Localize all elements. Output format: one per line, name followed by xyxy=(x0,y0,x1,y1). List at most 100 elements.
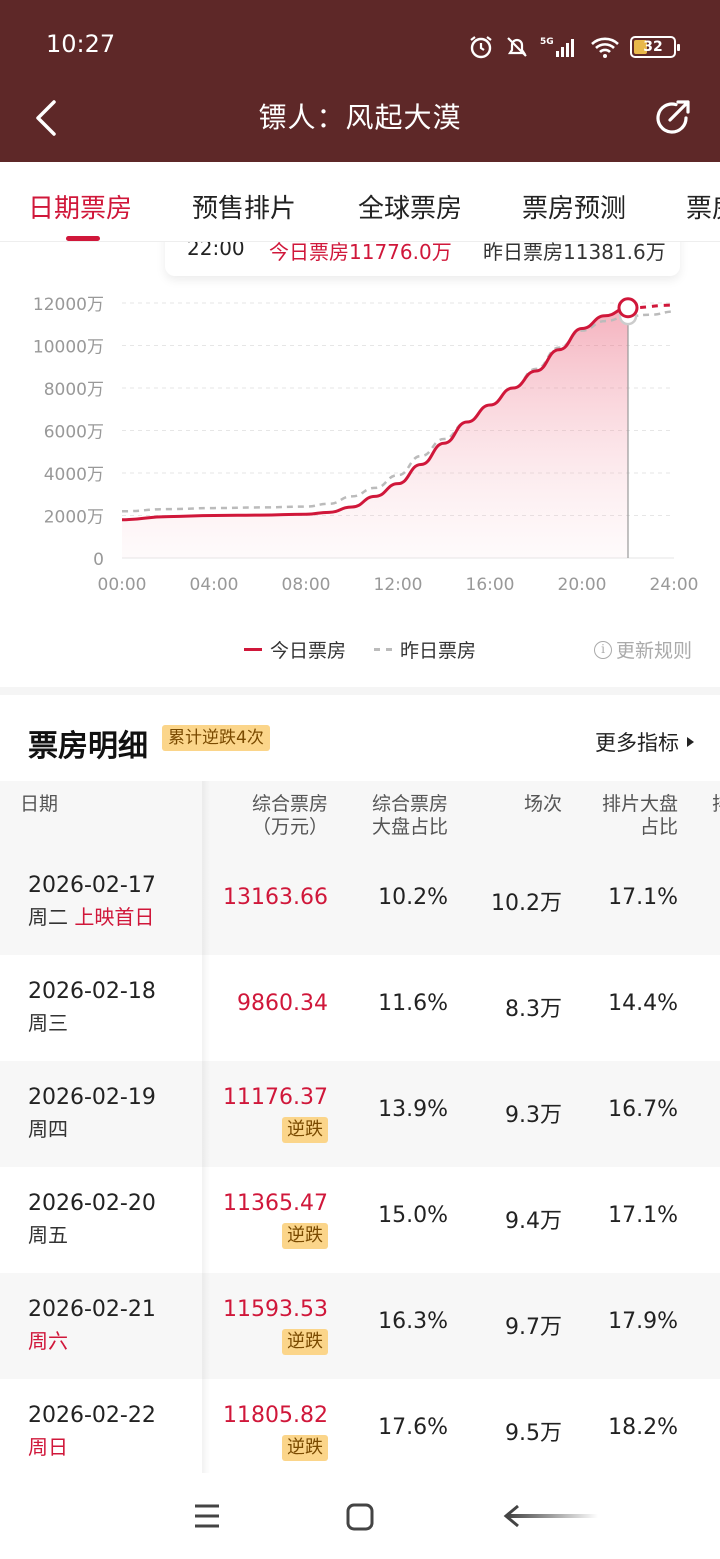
active-tab-indicator xyxy=(66,236,100,241)
share-button[interactable] xyxy=(650,96,694,140)
row-gross: 13163.66 xyxy=(223,885,328,910)
row-schedule: 17.1% xyxy=(608,885,678,910)
row-date: 2026-02-17 xyxy=(28,873,156,898)
info-icon: i xyxy=(593,640,612,659)
x-tick-label: 04:00 xyxy=(190,575,239,595)
tab-daily-box-office[interactable]: 日期票房 xyxy=(28,194,133,224)
tab-bar: 日期票房 预售排片 全球票房 票房预测 票房 xyxy=(0,162,720,242)
y-tick-label: 4000万 xyxy=(44,465,104,485)
tab-box-office-forecast[interactable]: 票房预测 xyxy=(522,194,627,224)
col-schedule[interactable]: 排片大盘 占比 xyxy=(601,793,678,838)
row-gross: 11805.82 xyxy=(223,1403,328,1428)
reverse-drop-tag: 逆跌 xyxy=(282,1329,328,1355)
series-line-today xyxy=(121,306,629,522)
row-date: 2026-02-21 xyxy=(28,1297,156,1322)
legend-solid-swatch xyxy=(244,648,262,651)
table-row[interactable]: 2026-02-17 周二 上映首日 13163.66 10.2% 10.2万 17.1% xyxy=(0,849,720,955)
mute-bell-icon xyxy=(507,37,527,57)
x-tick-label: 00:00 xyxy=(98,575,147,595)
row-share: 11.6% xyxy=(378,991,448,1016)
table-row[interactable]: 2026-02-22 周日 11805.82 逆跌 17.6% 9.5万 18.2% xyxy=(0,1379,720,1485)
col-shows[interactable]: 场次 xyxy=(523,793,562,815)
tab-presale-schedule[interactable]: 预售排片 xyxy=(192,194,297,224)
row-share: 17.6% xyxy=(378,1415,448,1440)
table-row[interactable]: 2026-02-19 周四 11176.37 逆跌 13.9% 9.3万 16.7% xyxy=(0,1061,720,1167)
line-chart[interactable]: 0 2000万 4000万 6000万 8000万 10000万 12000万 00:00 04… xyxy=(0,242,720,622)
more-metrics-button[interactable]: 更多指标 xyxy=(595,727,694,757)
page-title: 镖人：风起大漠 xyxy=(258,101,462,134)
row-gross: 11593.53 xyxy=(223,1297,328,1322)
table-row[interactable]: 2026-02-21 周六 11593.53 逆跌 16.3% 9.7万 17.9% xyxy=(0,1273,720,1379)
row-gross: 9860.34 xyxy=(237,991,328,1016)
x-tick-label: 24:00 xyxy=(650,575,699,595)
update-rules-link[interactable]: i 更新规则 xyxy=(593,636,692,663)
row-gross: 11365.47 xyxy=(223,1191,328,1216)
row-share: 16.3% xyxy=(378,1309,448,1334)
box-office-chart: 0 2000万 4000万 6000万 8000万 10000万 12000万 00:00 04… xyxy=(0,242,720,687)
section-divider xyxy=(0,687,720,695)
row-weekday: 周六 xyxy=(28,1329,68,1353)
row-schedule: 17.1% xyxy=(608,1203,678,1228)
row-weekday: 周日 xyxy=(28,1435,68,1459)
row-weekday: 周二 上映首日 xyxy=(28,905,155,929)
y-tick-label: 10000万 xyxy=(33,338,104,358)
release-day-note: 上映首日 xyxy=(74,905,155,929)
legend-yesterday[interactable]: 昨日票房 xyxy=(374,636,476,663)
row-date: 2026-02-22 xyxy=(28,1403,156,1428)
table-row[interactable]: 2026-02-18 周三 9860.34 11.6% 8.3万 14.4% xyxy=(0,955,720,1061)
detail-section-header: 票房明细 累计逆跌4次 更多指标 xyxy=(0,695,720,781)
legend-dash-swatch xyxy=(374,648,393,651)
tab-global-box-office[interactable]: 全球票房 xyxy=(358,194,463,224)
row-share: 13.9% xyxy=(378,1097,448,1122)
col-date[interactable]: 日期 xyxy=(20,793,59,815)
chart-tooltip: 22:00 今日票房11776.0万 昨日票房11381.6万 xyxy=(165,242,680,276)
table-row[interactable]: 2026-02-20 周五 11365.47 逆跌 15.0% 9.4万 17.1% xyxy=(0,1167,720,1273)
row-shows: 8.3万 xyxy=(505,997,562,1022)
battery-icon: 32 xyxy=(630,36,680,58)
legend-today[interactable]: 今日票房 xyxy=(244,636,346,663)
x-tick-label: 20:00 xyxy=(558,575,607,595)
triangle-right-icon xyxy=(687,737,694,747)
table-body: 2026-02-17 周二 上映首日 13163.66 10.2% 10.2万 17.1%… xyxy=(0,849,720,1485)
menu-icon[interactable] xyxy=(194,1503,220,1529)
signal-icon: 5G xyxy=(540,37,574,57)
y-tick-label: 12000万 xyxy=(33,295,104,315)
y-tick-label: 0 xyxy=(93,550,104,570)
row-schedule: 14.4% xyxy=(608,991,678,1016)
reverse-drop-badge: 累计逆跌4次 xyxy=(162,725,270,751)
row-shows: 9.7万 xyxy=(505,1315,562,1340)
app-header: 10:27 5G 32 镖人：风起大漠 xyxy=(0,0,720,162)
row-schedule: 17.9% xyxy=(608,1309,678,1334)
row-date: 2026-02-18 xyxy=(28,979,156,1004)
row-shows: 9.3万 xyxy=(505,1103,562,1128)
back-nav-icon[interactable] xyxy=(500,1503,600,1529)
tooltip-yesterday: 昨日票房11381.6万 xyxy=(483,242,666,264)
col-share[interactable]: 综合票房 大盘占比 xyxy=(371,793,448,838)
row-schedule: 18.2% xyxy=(608,1415,678,1440)
status-icons: 5G 32 xyxy=(468,34,680,60)
row-shows: 9.5万 xyxy=(505,1421,562,1446)
status-time: 10:27 xyxy=(46,30,116,58)
y-tick-label: 2000万 xyxy=(44,508,104,528)
svg-text:5G: 5G xyxy=(540,37,554,47)
series-line-yesterday xyxy=(121,310,675,513)
row-weekday: 周五 xyxy=(28,1223,68,1247)
y-tick-label: 6000万 xyxy=(44,423,104,443)
x-tick-label: 12:00 xyxy=(374,575,423,595)
today-area-fill xyxy=(122,307,628,558)
tab-box-office-more[interactable]: 票房 xyxy=(686,194,720,224)
tooltip-time: 22:00 xyxy=(187,242,245,260)
chart-legend: 今日票房 昨日票房 xyxy=(244,636,476,663)
col-gross[interactable]: 综合票房 （万元） xyxy=(251,793,328,838)
system-nav-bar xyxy=(0,1473,720,1559)
row-shows: 10.2万 xyxy=(491,891,562,916)
row-schedule: 16.7% xyxy=(608,1097,678,1122)
home-icon[interactable] xyxy=(346,1503,374,1531)
wifi-icon xyxy=(591,37,619,58)
row-share: 10.2% xyxy=(378,885,448,910)
reverse-drop-tag: 逆跌 xyxy=(282,1435,328,1461)
back-button[interactable] xyxy=(28,96,68,140)
reverse-drop-tag: 逆跌 xyxy=(282,1117,328,1143)
col-extra[interactable]: 排 xyxy=(712,793,720,816)
